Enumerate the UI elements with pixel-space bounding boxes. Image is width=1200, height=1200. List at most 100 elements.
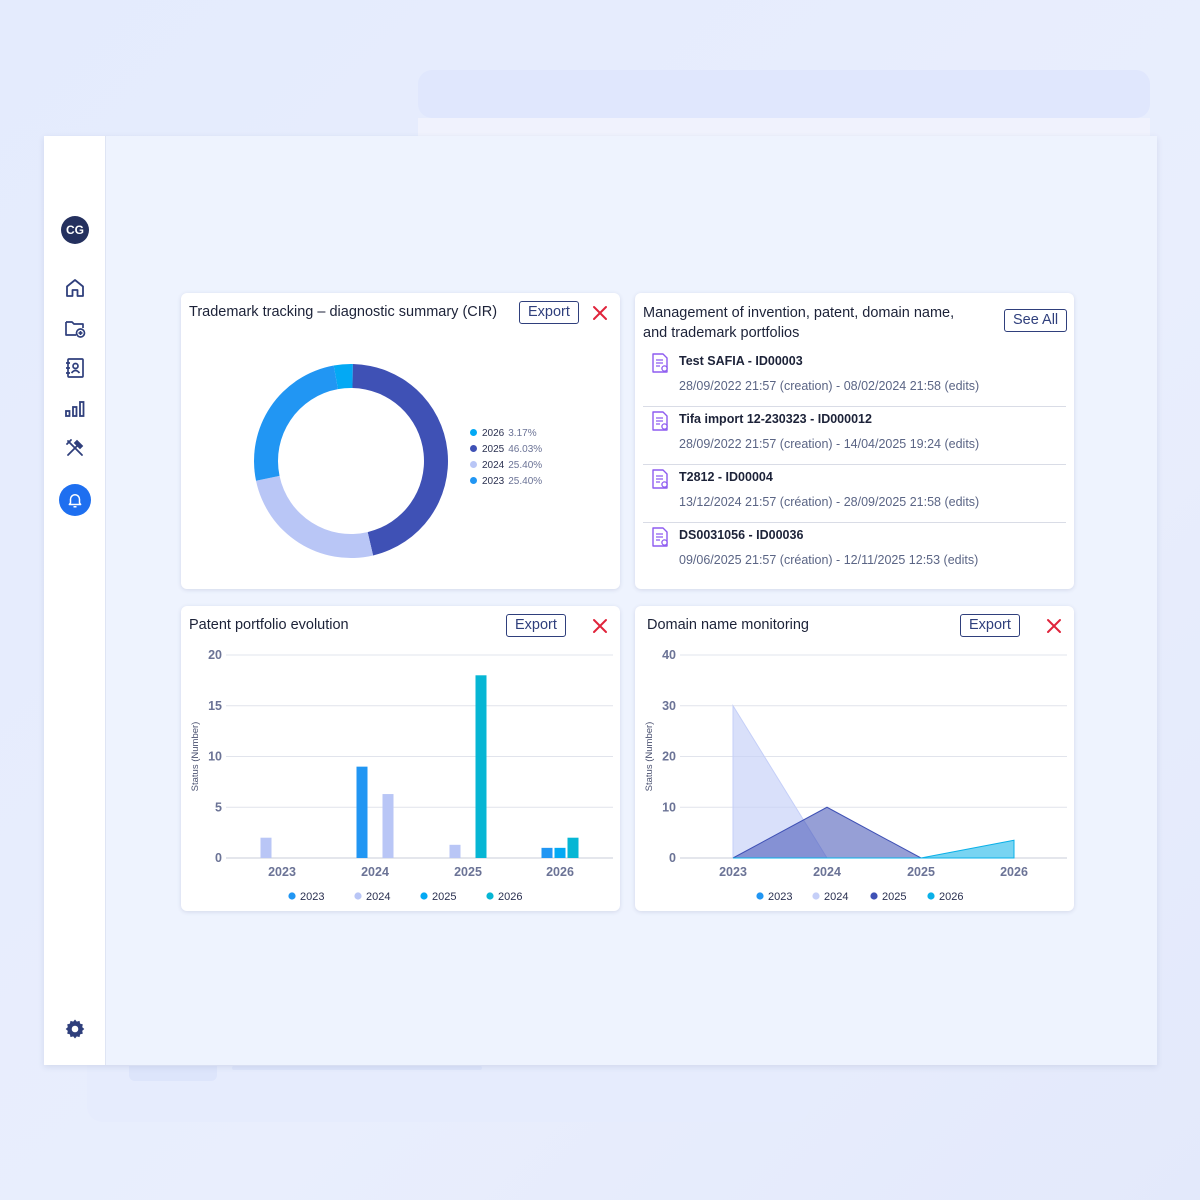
x-tick-label: 2025 (454, 865, 482, 879)
document-icon (652, 527, 668, 547)
trademark-card-title: Trademark tracking – diagnostic summary … (189, 304, 498, 320)
domain-card-title: Domain name monitoring (647, 617, 809, 633)
portfolio-item-name: Test SAFIA - ID00003 (679, 354, 803, 368)
donut-slice-2023 (254, 365, 338, 481)
y-tick-label: 0 (669, 851, 676, 865)
close-icon[interactable] (592, 618, 608, 634)
area-series-2026 (733, 839, 1015, 859)
portfolio-item-dates: 09/06/2025 21:57 (création) - 12/11/2025… (679, 553, 979, 567)
legend-dot (470, 477, 477, 484)
donut-slice-2024 (256, 475, 374, 558)
y-tick-label: 10 (662, 800, 676, 814)
gear-icon[interactable] (63, 1017, 87, 1041)
export-button[interactable]: Export (519, 301, 579, 324)
bar-chart-icon[interactable] (63, 396, 87, 420)
patent-bar-chart: 0 5 10 15 20 2023 2024 2025 2026 Status (Number) 2… (190, 648, 613, 903)
portfolio-list-item[interactable]: Test SAFIA - ID00003 28/09/2022 21:57 (cr… (643, 349, 1066, 407)
app-window: CG Trademark tracking – diagnostic summa… (44, 136, 1157, 1065)
y-tick-label: 20 (208, 648, 222, 662)
portfolio-card-title: Management of invention, patent, domain … (643, 303, 954, 343)
legend-label: 2026 (939, 891, 963, 903)
sidebar: CG (44, 136, 106, 1065)
x-tick-label: 2023 (268, 865, 296, 879)
patent-card-title: Patent portfolio evolution (189, 617, 349, 633)
bar-2025-2024 (449, 844, 461, 858)
legend-dot (420, 892, 428, 900)
y-axis-label: Status (Number) (190, 722, 201, 792)
x-tick-label: 2025 (907, 865, 935, 879)
export-button[interactable]: Export (506, 614, 566, 637)
trademark-donut-chart (254, 364, 448, 558)
legend-label: 2023 (300, 891, 324, 903)
bar-2026-2026 (567, 837, 579, 858)
y-tick-label: 0 (215, 851, 222, 865)
y-tick-label: 10 (208, 750, 222, 764)
y-axis-label: Status (Number) (644, 722, 655, 792)
legend-item: 2025 46.03% (470, 444, 542, 455)
legend-item: 2024 25.40% (470, 460, 542, 471)
legend-percent: 3.17% (508, 428, 537, 439)
x-tick-label: 2023 (719, 865, 747, 879)
legend-label: 2026 (498, 891, 522, 903)
bar-2024-2023 (356, 766, 368, 858)
legend-dot (870, 892, 878, 900)
legend-label: 2026 (482, 428, 505, 439)
bell-icon (68, 494, 82, 508)
see-all-button[interactable]: See All (1004, 309, 1068, 332)
close-icon[interactable] (592, 305, 608, 321)
portfolio-item-dates: 28/09/2022 21:57 (creation) - 14/04/2025… (679, 437, 980, 451)
legend-dot (486, 892, 494, 900)
trademark-card: Trademark tracking – diagnostic summary … (181, 293, 620, 589)
x-tick-label: 2024 (361, 865, 389, 879)
legend-dot (927, 892, 935, 900)
portfolio-list-item[interactable]: T2812 - ID00004 13/12/2024 21:57 (créatio… (643, 465, 1066, 523)
bar-2023-2024 (260, 837, 272, 858)
home-icon[interactable] (63, 276, 87, 300)
x-tick-label: 2026 (546, 865, 574, 879)
document-icon (652, 411, 668, 431)
legend-label: 2023 (768, 891, 792, 903)
portfolio-item-name: DS0031056 - ID00036 (679, 528, 804, 542)
export-button[interactable]: Export (960, 614, 1020, 637)
legend-dot (288, 892, 296, 900)
legend-label: 2024 (482, 460, 505, 471)
portfolio-card: Management of invention, patent, domain … (635, 293, 1074, 589)
portfolio-item-dates: 28/09/2022 21:57 (creation) - 08/02/2024… (679, 379, 980, 393)
legend-percent: 25.40% (508, 460, 543, 471)
contacts-icon[interactable] (63, 356, 87, 380)
legend-item: 2026 3.17% (470, 428, 537, 439)
legend-dot (354, 892, 362, 900)
background-tab (129, 1066, 217, 1081)
bar-2026-2023 (541, 847, 553, 858)
folder-add-icon[interactable] (63, 316, 87, 340)
patent-card: Patent portfolio evolution Export 0 5 10 15… (181, 606, 620, 911)
portfolio-list-item[interactable]: DS0031056 - ID00036 09/06/2025 21:57 (cré… (643, 523, 1066, 581)
bar-2026-2025 (554, 847, 566, 858)
document-icon (652, 469, 668, 489)
x-tick-label: 2026 (1000, 865, 1028, 879)
portfolio-item-name: T2812 - ID00004 (679, 470, 773, 484)
legend-dot (470, 429, 477, 436)
donut-slice-2026 (333, 364, 353, 390)
close-icon[interactable] (1046, 618, 1062, 634)
legend-label: 2024 (366, 891, 390, 903)
background-card-strip (418, 118, 1150, 138)
bar-2025-2026 (475, 675, 487, 858)
document-icon (652, 353, 668, 373)
bar-2024-2024 (382, 794, 394, 858)
legend-label: 2025 (432, 891, 456, 903)
portfolio-list-item[interactable]: Tifa import 12-230323 - ID000012 28/09/20… (643, 407, 1066, 465)
notifications-button[interactable] (59, 484, 91, 516)
domain-card: Domain name monitoring Export 0 10 20 30 40 2… (635, 606, 1074, 911)
background-card (418, 70, 1150, 118)
domain-area-chart: 0 10 20 30 40 2023 2024 2025 2026 Status (Number)… (644, 648, 1067, 903)
avatar[interactable]: CG (61, 216, 89, 244)
legend-dot (812, 892, 820, 900)
legend-item: 2023 25.40% (470, 476, 542, 487)
donut-slice-2025 (352, 364, 448, 556)
y-tick-label: 40 (662, 648, 676, 662)
tools-icon[interactable] (63, 436, 87, 460)
legend-percent: 46.03% (508, 444, 543, 455)
legend-dot (470, 461, 477, 468)
portfolio-title-line-2: and trademark portfolios (643, 325, 800, 341)
